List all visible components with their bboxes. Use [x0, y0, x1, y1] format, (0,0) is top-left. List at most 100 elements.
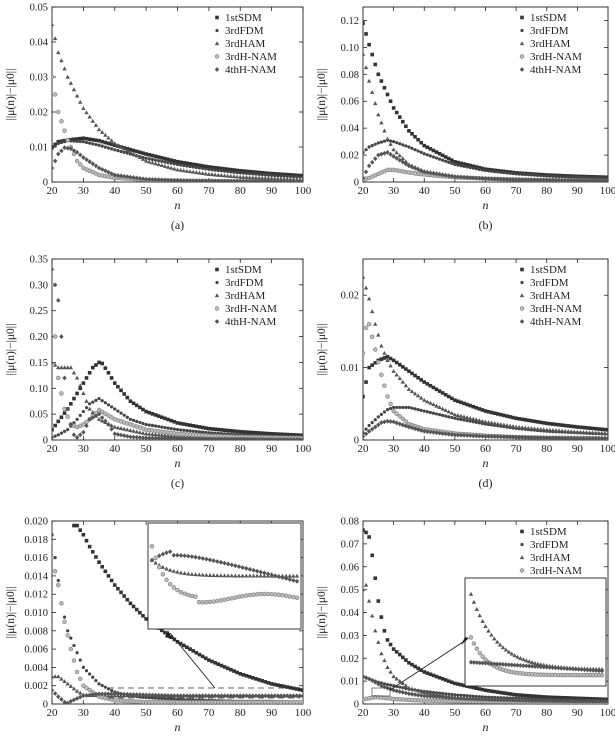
point-dot: [66, 629, 70, 633]
point-dot: [254, 172, 258, 176]
point-tri: [605, 431, 608, 436]
series-group: [52, 523, 303, 704]
point-diamond: [406, 691, 412, 697]
point-diamond: [428, 694, 433, 699]
point-square: [529, 694, 534, 698]
point-square: [138, 405, 142, 410]
point-dot: [69, 139, 73, 143]
point-dot: [363, 150, 365, 154]
point-dot: [480, 168, 485, 172]
point-diamond: [90, 161, 95, 167]
point-square: [100, 139, 104, 144]
point-tri: [216, 172, 221, 177]
y-axis-label: ||μ(n)|−|μ0||: [316, 69, 328, 121]
point-square: [235, 168, 239, 173]
x-tick-label: 100: [295, 185, 312, 197]
x-tick-label: 30: [388, 443, 400, 455]
point-square: [84, 136, 89, 141]
point-square: [225, 666, 230, 671]
point-diamond: [363, 169, 369, 175]
point-diamond: [59, 148, 64, 154]
point-tri: [373, 101, 378, 106]
point-tri: [474, 417, 479, 422]
point-dot: [266, 173, 271, 177]
point-square: [238, 672, 243, 676]
point-diamond: [140, 692, 146, 698]
point-square: [112, 143, 117, 148]
point-ring: [52, 74, 55, 80]
point-diamond: [501, 697, 507, 703]
point-square: [128, 399, 133, 404]
point-dot: [103, 145, 107, 149]
point-diamond: [538, 435, 543, 440]
point-dot: [232, 170, 236, 174]
point-square: [97, 560, 101, 564]
inset-point: [215, 598, 220, 604]
x-tick-label: 50: [449, 707, 461, 719]
point-diamond: [121, 433, 127, 439]
point-square: [144, 152, 148, 156]
x-axis-label: n: [175, 456, 181, 470]
legend-marker: [520, 542, 524, 547]
point-diamond: [569, 436, 574, 440]
inset-point: [189, 593, 195, 599]
point-dot: [376, 141, 380, 145]
point-dot: [229, 170, 233, 174]
point-square: [388, 356, 393, 361]
inset-point: [258, 591, 263, 597]
point-ring: [65, 414, 70, 419]
inset-point: [273, 592, 278, 597]
point-tri: [78, 99, 83, 104]
point-diamond: [452, 695, 458, 701]
point-diamond: [575, 436, 580, 440]
point-tri: [238, 174, 243, 179]
point-diamond: [403, 161, 409, 167]
inset-point: [244, 593, 249, 598]
point-tri: [121, 426, 127, 431]
point-square: [572, 696, 577, 700]
x-tick-label: 50: [449, 443, 461, 455]
point-diamond: [516, 177, 522, 182]
point-dot: [72, 139, 76, 143]
point-square: [425, 671, 430, 675]
point-dot: [188, 164, 192, 169]
point-square: [257, 678, 261, 682]
point-square: [413, 134, 417, 139]
point-square: [166, 417, 170, 422]
inset-point: [524, 658, 529, 663]
point-tri: [480, 418, 485, 423]
y-tick-label: 0.01: [30, 143, 48, 154]
point-square: [382, 356, 387, 360]
point-diamond: [599, 178, 605, 182]
point-dot: [419, 150, 423, 154]
point-diamond: [550, 435, 556, 440]
point-diamond: [297, 437, 303, 440]
point-dot: [511, 171, 515, 176]
inset-point: [492, 661, 497, 667]
legend-label: 3rdH-NAM: [530, 51, 582, 63]
inset-point: [287, 577, 292, 582]
point-square: [465, 162, 469, 167]
point-dot: [276, 174, 280, 178]
inset-point: [229, 562, 234, 568]
point-dot: [520, 172, 524, 176]
point-square: [219, 663, 224, 668]
point-dot: [548, 174, 552, 178]
inset-point: [474, 606, 480, 611]
point-tri: [520, 425, 525, 430]
point-square: [428, 147, 433, 151]
inset-point: [262, 573, 267, 578]
point-square: [422, 143, 427, 148]
point-ring: [56, 582, 61, 588]
point-ring: [84, 419, 89, 425]
x-axis-label: n: [483, 198, 489, 212]
inset-point: [495, 639, 500, 644]
point-diamond: [477, 175, 482, 181]
point-dot: [392, 684, 396, 688]
point-dot: [160, 425, 164, 429]
point-square: [178, 641, 183, 646]
point-tri: [131, 428, 136, 433]
point-dot: [447, 160, 451, 164]
point-dot: [113, 148, 117, 152]
legend-label: 1stSDM: [530, 264, 567, 276]
